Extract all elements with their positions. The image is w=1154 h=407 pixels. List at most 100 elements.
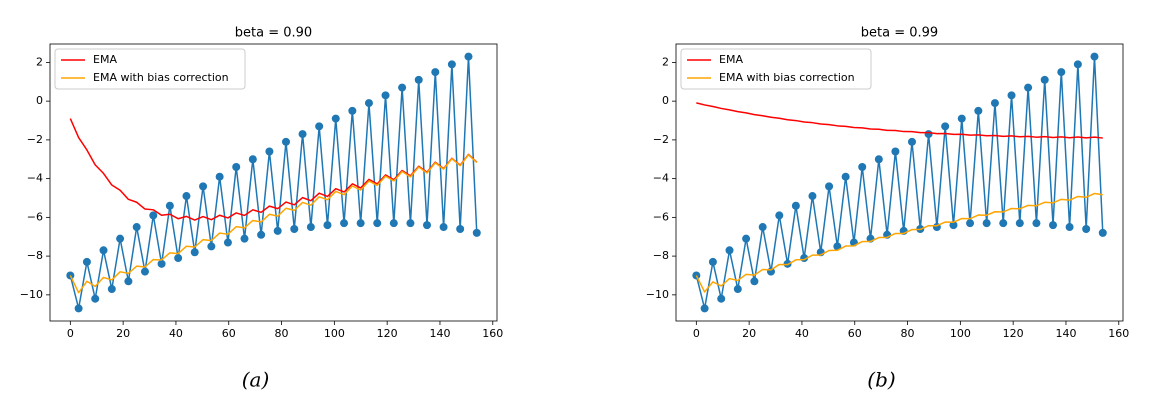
data-point: [265, 147, 274, 156]
data-point: [1049, 221, 1058, 230]
data-point: [82, 257, 91, 266]
data-point: [199, 182, 208, 191]
data-point: [858, 163, 867, 172]
data-point: [215, 172, 224, 181]
data-point: [116, 234, 125, 243]
x-tick-label: 20: [116, 327, 130, 340]
data-point: [340, 219, 349, 228]
data-point: [257, 230, 266, 239]
y-tick-label: −6: [27, 210, 43, 223]
subplot: beta = 0.99 (b) 0 20 40 60 80 100 120 140 160 −10 −8…: [646, 26, 1129, 392]
x-tick-label: 40: [795, 327, 809, 340]
data-point: [381, 91, 390, 100]
data-point: [331, 114, 340, 123]
data-point: [323, 221, 332, 230]
axes-frame: [49, 43, 498, 322]
x-tick-label: 140: [429, 327, 450, 340]
data-point: [1065, 223, 1074, 232]
data-point: [725, 246, 734, 255]
chart-title: beta = 0.99: [861, 26, 938, 41]
data-point: [248, 155, 257, 164]
data-point: [190, 248, 199, 257]
x-tick-label: 100: [950, 327, 971, 340]
data-point: [1032, 219, 1041, 228]
x-tick-label: 100: [324, 327, 345, 340]
y-tick-label: 2: [36, 55, 43, 68]
data-point: [223, 238, 232, 247]
legend-label: EMA with bias correction: [719, 71, 855, 84]
series-line: [69, 154, 478, 294]
data-point: [281, 137, 290, 146]
data-point: [66, 271, 75, 280]
data-point: [232, 163, 241, 172]
data-point: [290, 224, 299, 233]
data-point: [447, 60, 456, 69]
data-point: [700, 304, 709, 313]
x-tick-label: 60: [848, 327, 862, 340]
data-point: [207, 242, 216, 251]
data-point: [472, 228, 481, 237]
data-point: [389, 219, 398, 228]
data-point: [174, 254, 183, 263]
data-point: [717, 294, 726, 303]
data-point: [1098, 228, 1107, 237]
data-point: [439, 223, 448, 232]
y-tick-label: −10: [646, 288, 669, 301]
x-tick-label: 80: [275, 327, 289, 340]
data-point: [742, 234, 751, 243]
data-point: [91, 294, 100, 303]
x-tick-label: 160: [1108, 327, 1129, 340]
series-line: [695, 55, 1104, 310]
data-point: [298, 130, 307, 139]
data-point: [373, 219, 382, 228]
x-tick-label: 140: [1055, 327, 1076, 340]
x-tick-label: 20: [742, 327, 756, 340]
data-point: [966, 219, 975, 228]
data-point: [999, 219, 1008, 228]
y-tick-label: −4: [653, 172, 669, 185]
data-point: [957, 114, 966, 123]
data-point: [808, 192, 817, 201]
data-point: [348, 106, 357, 115]
data-point: [1057, 68, 1066, 77]
data-point: [124, 277, 133, 286]
data-point: [306, 223, 315, 232]
caption: (b): [867, 368, 895, 392]
data-point: [1040, 75, 1049, 84]
x-tick-label: 0: [67, 327, 74, 340]
x-tick-label: 120: [1003, 327, 1024, 340]
data-point: [775, 211, 784, 220]
x-tick-label: 80: [901, 327, 915, 340]
subplot: beta = 0.90(a)0 20 40 60 80 100 120 140 160−10−8…: [20, 26, 503, 392]
data-point: [165, 201, 174, 210]
data-point: [825, 182, 834, 191]
data-point: [431, 68, 440, 77]
y-tick-label: −2: [27, 133, 43, 146]
data-point: [874, 155, 883, 164]
data-point: [414, 75, 423, 84]
data-point: [891, 147, 900, 156]
data-point: [1073, 60, 1082, 69]
x-tick-label: 60: [222, 327, 236, 340]
data-point: [1090, 52, 1099, 61]
y-tick-label: −4: [27, 172, 43, 185]
y-tick-label: −8: [653, 249, 669, 262]
series-line: [69, 55, 478, 310]
chart-title: beta = 0.90: [235, 26, 312, 41]
y-tick-label: −10: [20, 288, 43, 301]
legend-box: [54, 48, 246, 90]
legend-box: [680, 48, 872, 90]
data-point: [907, 137, 916, 146]
data-point: [1007, 91, 1016, 100]
legend-label: EMA: [719, 53, 743, 66]
data-point: [140, 267, 149, 276]
axes-frame: [675, 43, 1124, 322]
x-tick-label: 0: [693, 327, 700, 340]
data-point: [990, 99, 999, 108]
data-point: [841, 172, 850, 181]
data-point: [423, 221, 432, 230]
x-tick-label: 160: [482, 327, 503, 340]
data-point: [364, 99, 373, 108]
series-line: [696, 102, 1103, 139]
